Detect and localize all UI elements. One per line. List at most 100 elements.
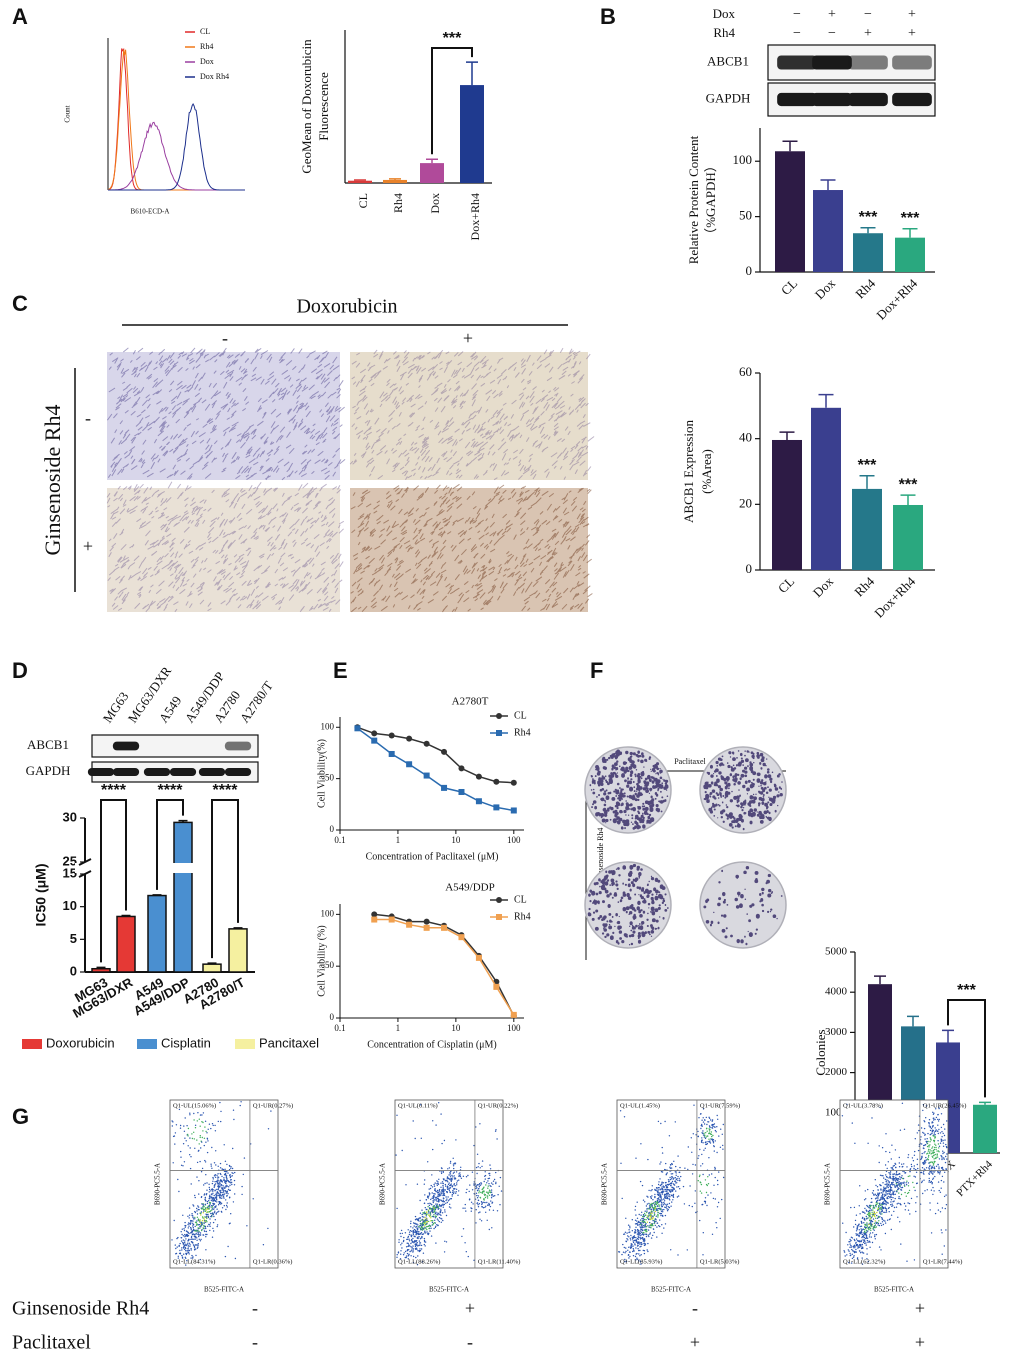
event (640, 1214, 642, 1216)
event (214, 1181, 216, 1183)
event (936, 1154, 938, 1156)
event (666, 1197, 668, 1200)
event (661, 1205, 664, 1208)
point (475, 773, 482, 780)
bar (811, 407, 841, 570)
event (887, 1186, 889, 1189)
event (844, 1255, 846, 1257)
event (671, 1194, 673, 1196)
event (657, 1191, 659, 1194)
event (423, 1202, 426, 1205)
event (657, 1189, 659, 1191)
event (425, 1226, 428, 1228)
axis-title: Count (64, 105, 72, 122)
event (478, 1190, 481, 1192)
event (717, 1183, 719, 1186)
event (436, 1191, 438, 1193)
event (930, 1189, 933, 1191)
event (932, 1121, 934, 1124)
event (435, 1190, 437, 1193)
event (646, 1210, 648, 1212)
event (863, 1239, 865, 1241)
event (412, 1120, 414, 1122)
event (658, 1201, 660, 1204)
event (928, 1181, 930, 1183)
event (870, 1229, 872, 1232)
event (192, 1225, 194, 1227)
event (203, 1137, 206, 1140)
event (469, 1184, 471, 1186)
event (178, 1245, 180, 1247)
event (671, 1176, 673, 1179)
event (934, 1153, 936, 1156)
event (856, 1226, 859, 1229)
event (661, 1199, 663, 1201)
event (941, 1253, 943, 1255)
event (636, 1257, 638, 1259)
event (483, 1201, 485, 1204)
event (187, 1133, 189, 1136)
event (433, 1211, 435, 1214)
event (191, 1257, 194, 1259)
event (850, 1236, 853, 1239)
event (650, 1217, 653, 1219)
event (861, 1233, 864, 1236)
colonies (589, 749, 669, 830)
event (444, 1211, 446, 1213)
event (638, 1253, 640, 1255)
event (717, 1118, 719, 1121)
bar (895, 237, 925, 272)
event (932, 1164, 935, 1166)
event (887, 1161, 889, 1163)
event (932, 1113, 935, 1116)
event (468, 1190, 470, 1193)
point (406, 735, 413, 742)
event (643, 1250, 646, 1252)
event (214, 1184, 216, 1186)
event (855, 1243, 858, 1246)
event (940, 1139, 943, 1141)
event (216, 1195, 218, 1197)
event (216, 1199, 218, 1201)
event (478, 1212, 480, 1214)
event (660, 1184, 662, 1186)
point (354, 725, 361, 732)
event (415, 1256, 417, 1259)
event (483, 1180, 485, 1183)
event (194, 1124, 197, 1127)
event (407, 1258, 409, 1260)
event (437, 1195, 439, 1197)
x-tick-label: Rh4 (391, 193, 405, 213)
event (884, 1183, 886, 1186)
event (694, 1202, 696, 1205)
event (873, 1207, 875, 1209)
event (223, 1190, 225, 1192)
event (661, 1181, 663, 1183)
event (422, 1233, 425, 1235)
event (885, 1133, 887, 1135)
event (653, 1221, 656, 1223)
y-tick-label: 50 (739, 208, 752, 223)
event (442, 1194, 444, 1196)
event (868, 1219, 871, 1222)
event (934, 1157, 937, 1160)
condition-sign: - (692, 1298, 698, 1318)
event (937, 1118, 939, 1121)
event (710, 1119, 712, 1121)
event (861, 1221, 863, 1224)
event (193, 1244, 195, 1247)
event (194, 1194, 196, 1197)
condition-sign: - (222, 328, 228, 348)
point (423, 924, 430, 931)
event (708, 1121, 710, 1123)
event (406, 1249, 409, 1251)
event (858, 1235, 860, 1238)
event (630, 1244, 632, 1247)
event (933, 1166, 935, 1168)
event (913, 1175, 915, 1178)
event (858, 1229, 860, 1231)
point (388, 750, 395, 757)
event (710, 1131, 712, 1133)
y-tick-label: 0 (746, 561, 753, 576)
event (887, 1202, 889, 1204)
